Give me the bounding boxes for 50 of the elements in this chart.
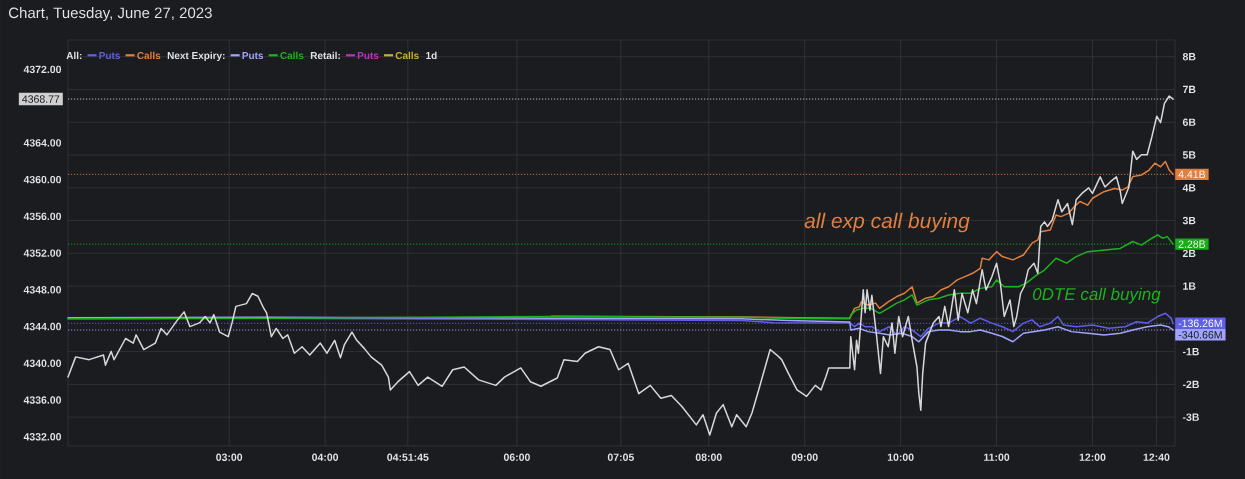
y2-tick-label: -1B bbox=[1182, 348, 1199, 356]
y2-tick-label: -2B bbox=[1182, 380, 1199, 389]
x-tick-label: 12:00 bbox=[1079, 453, 1106, 461]
ref-line-label: 2.28B bbox=[1178, 240, 1206, 248]
x-tick-label: 04:51:45 bbox=[387, 453, 429, 461]
annotation: 1d bbox=[426, 51, 437, 60]
ref-line-label: 4368.77 bbox=[22, 95, 60, 103]
legend-label: Puts bbox=[357, 52, 379, 60]
legend-label: Calls bbox=[395, 51, 419, 60]
x-tick-label: 12:40 bbox=[1143, 453, 1170, 461]
x-tick-label: 07:05 bbox=[607, 453, 634, 461]
legend-label: Puts bbox=[99, 52, 120, 60]
y-tick-label: 4352.00 bbox=[23, 249, 62, 257]
y2-tick-label: 2B bbox=[1182, 249, 1196, 257]
ref-line-label: -340.66M bbox=[1178, 331, 1222, 339]
y2-tick-label: 7B bbox=[1182, 85, 1196, 94]
y-tick-label: 4336.00 bbox=[23, 396, 62, 404]
y-tick-label: 4356.00 bbox=[23, 212, 62, 221]
x-tick-label: 04:00 bbox=[312, 453, 339, 461]
y2-tick-label: 1B bbox=[1183, 282, 1196, 290]
x-tick-label: 06:00 bbox=[503, 453, 530, 461]
y-tick-label: 4344.00 bbox=[23, 322, 62, 331]
legend-label: Calls bbox=[137, 51, 161, 60]
ref-line-label: 4.41B bbox=[1178, 170, 1206, 178]
x-tick-label: 08:00 bbox=[695, 453, 722, 461]
legend-label: Calls bbox=[280, 51, 304, 60]
y2-tick-label: 5B bbox=[1182, 151, 1196, 159]
annotation: Next Expiry: bbox=[167, 51, 225, 62]
y2-tick-label: 8B bbox=[1182, 53, 1196, 61]
y-tick-label: 4332.00 bbox=[23, 433, 62, 441]
annotation: All: bbox=[66, 51, 82, 59]
y2-tick-label: 3B bbox=[1182, 216, 1196, 225]
y-tick-label: 4360.00 bbox=[23, 175, 62, 184]
y2-tick-label: 6B bbox=[1182, 118, 1196, 126]
y-tick-label: 4364.00 bbox=[23, 139, 62, 147]
y2-tick-label: -3B bbox=[1182, 413, 1199, 421]
y-tick-label: 4340.00 bbox=[23, 359, 62, 368]
legend-label: Puts bbox=[242, 52, 264, 60]
x-tick-label: 10:00 bbox=[887, 453, 914, 461]
x-tick-label: 03:00 bbox=[216, 453, 243, 461]
annotation: all exp call buying bbox=[804, 212, 970, 233]
chart-title: Chart, Tuesday, June 27, 2023 bbox=[8, 7, 212, 22]
y-tick-label: 4372.00 bbox=[23, 65, 62, 74]
x-tick-label: 11:00 bbox=[984, 453, 1010, 461]
y-tick-label: 4348.00 bbox=[23, 286, 62, 294]
annotation: 0DTE call buying bbox=[1032, 287, 1161, 304]
x-tick-label: 09:00 bbox=[791, 453, 818, 461]
ref-line-label: -136.26M bbox=[1178, 319, 1222, 328]
annotation: Retail: bbox=[310, 51, 340, 60]
y2-tick-label: 4B bbox=[1182, 184, 1196, 192]
